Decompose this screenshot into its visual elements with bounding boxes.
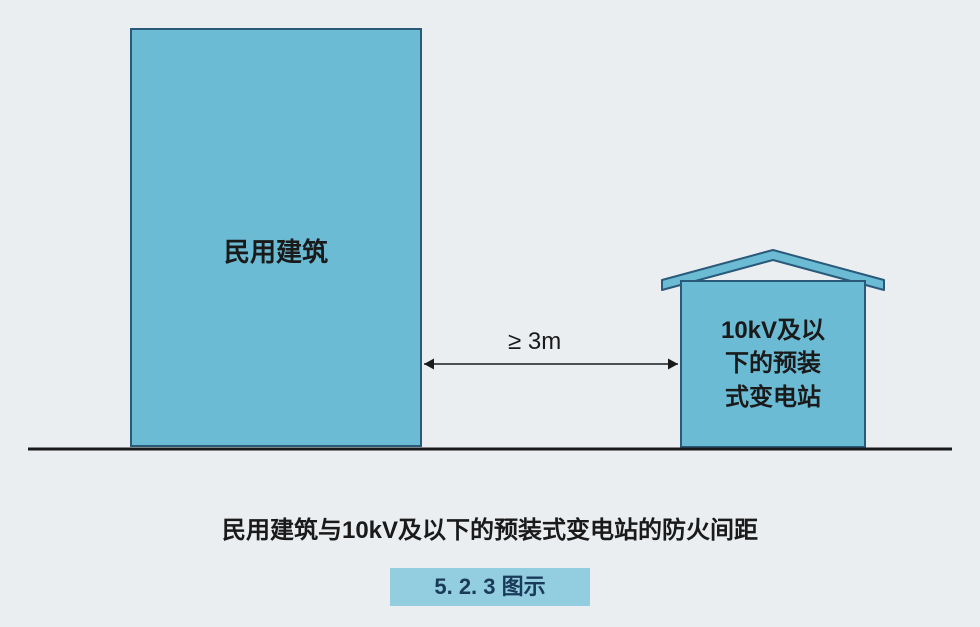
figure-caption: 民用建筑与10kV及以下的预装式变电站的防火间距: [170, 510, 810, 545]
figure-number-label: 5. 2. 3 图示: [390, 568, 590, 606]
diagram-canvas: 民用建筑 10kV及以 下的预装 式变电站 ≥ 3m 民用建筑与10kV及以下的…: [0, 0, 980, 627]
dimension-text: ≥ 3m: [508, 328, 561, 356]
